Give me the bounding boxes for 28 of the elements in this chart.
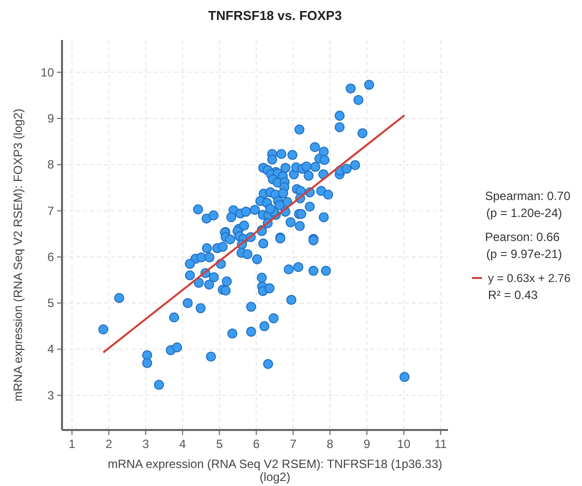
y-tick-label: 7 bbox=[47, 204, 54, 218]
x-tick-label: 8 bbox=[326, 437, 334, 451]
y-axis-title: mRNA expression (RNA Seq V2 RSEM): FOXP3 (log2) bbox=[11, 108, 25, 402]
x-tick-label: 9 bbox=[364, 437, 371, 451]
x-tick-label: 5 bbox=[216, 437, 224, 451]
x-tick-label: 4 bbox=[179, 437, 186, 451]
x-tick-label: 3 bbox=[142, 437, 150, 451]
x-tick-label: 6 bbox=[252, 437, 260, 451]
y-tick-label: 9 bbox=[47, 111, 54, 126]
y-tick-label: 4 bbox=[47, 342, 54, 356]
legend-label: y = 0.63x + 2.76 bbox=[488, 273, 570, 285]
chart-title: TNFRSF18 vs. FOXP3 bbox=[208, 8, 342, 23]
y-tick-label: 10 bbox=[40, 65, 54, 80]
x-tick-label: 1 bbox=[68, 437, 76, 451]
y-tick-label: 8 bbox=[47, 158, 54, 172]
text: (p = 9.97e-21) bbox=[486, 247, 562, 261]
y-tick-label: 3 bbox=[47, 388, 54, 402]
text: Pearson: 0.66 bbox=[485, 230, 560, 244]
x-tick-label: 10 bbox=[397, 437, 411, 451]
text: Spearman: 0.70 bbox=[485, 189, 571, 203]
y-tick-label: 5 bbox=[47, 296, 54, 310]
x-tick-label: 7 bbox=[290, 437, 297, 451]
text: R² = 0.43 bbox=[488, 288, 538, 302]
x-tick-label: 11 bbox=[434, 437, 448, 451]
y-tick-label: 6 bbox=[47, 250, 54, 264]
x-tick-label: 2 bbox=[105, 437, 112, 451]
x-axis-title: mRNA expression (RNA Seq V2 RSEM): TNFRSF18 (1p36.33) (log2) bbox=[108, 457, 442, 484]
text: (p = 1.20e-24) bbox=[486, 206, 562, 220]
